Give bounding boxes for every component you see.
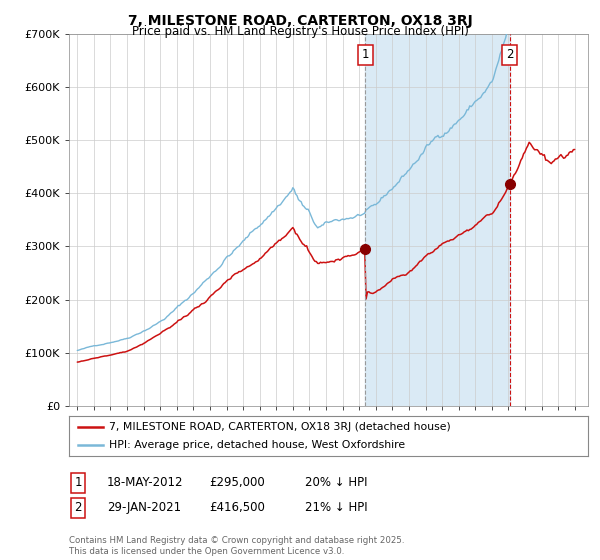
- Text: 1: 1: [74, 476, 82, 489]
- Text: £295,000: £295,000: [209, 476, 265, 489]
- Text: HPI: Average price, detached house, West Oxfordshire: HPI: Average price, detached house, West…: [109, 440, 406, 450]
- Text: Price paid vs. HM Land Registry's House Price Index (HPI): Price paid vs. HM Land Registry's House …: [131, 25, 469, 38]
- Text: 7, MILESTONE ROAD, CARTERTON, OX18 3RJ (detached house): 7, MILESTONE ROAD, CARTERTON, OX18 3RJ (…: [109, 422, 451, 432]
- Text: 20% ↓ HPI: 20% ↓ HPI: [305, 476, 367, 489]
- Text: 2: 2: [506, 49, 514, 62]
- Text: 7, MILESTONE ROAD, CARTERTON, OX18 3RJ: 7, MILESTONE ROAD, CARTERTON, OX18 3RJ: [128, 14, 472, 28]
- Text: 29-JAN-2021: 29-JAN-2021: [107, 501, 181, 515]
- Text: 21% ↓ HPI: 21% ↓ HPI: [305, 501, 367, 515]
- Text: 1: 1: [362, 49, 369, 62]
- Text: 18-MAY-2012: 18-MAY-2012: [107, 476, 184, 489]
- Text: 2: 2: [74, 501, 82, 515]
- Bar: [365, 34, 510, 406]
- Text: Contains HM Land Registry data © Crown copyright and database right 2025.
This d: Contains HM Land Registry data © Crown c…: [69, 536, 404, 556]
- Text: £416,500: £416,500: [209, 501, 265, 515]
